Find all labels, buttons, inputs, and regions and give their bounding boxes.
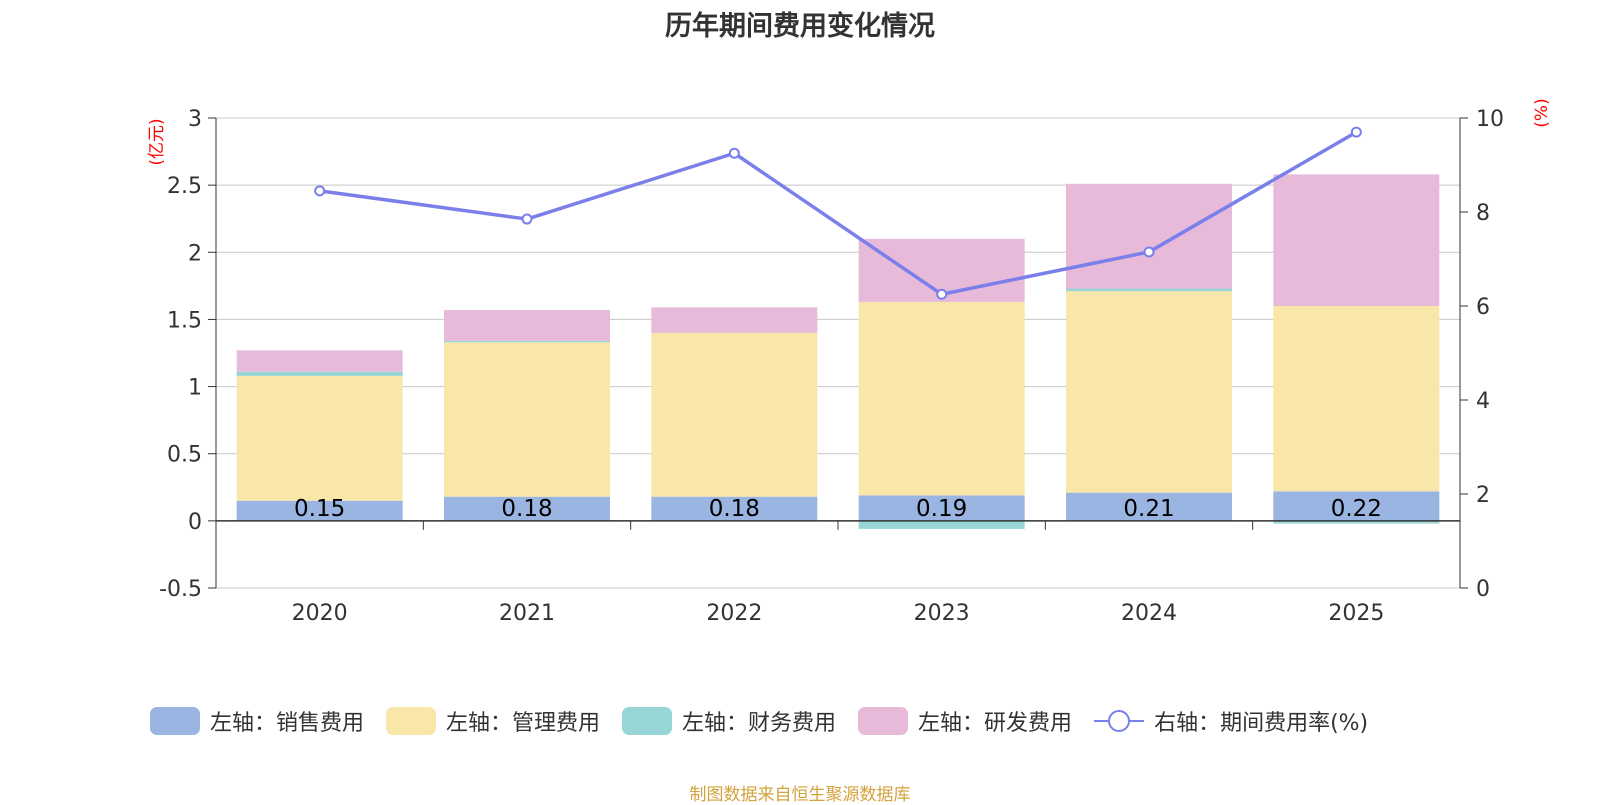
legend-swatch-admin xyxy=(386,707,437,735)
bar-segment-1-2022 xyxy=(651,496,818,521)
right-axis-tick-label: 6 xyxy=(1476,295,1490,320)
bar-segment-3-2024 xyxy=(1066,288,1232,292)
bar-segment-2-2023 xyxy=(858,301,1025,496)
bar-segment-3-2023 xyxy=(858,520,1025,529)
expense-rate-point xyxy=(314,185,326,197)
bar-segment-4-2020 xyxy=(236,350,403,372)
data-source-note: 制图数据来自恒生聚源数据库 xyxy=(689,785,911,805)
bar-segment-4-2022 xyxy=(651,307,818,333)
bar-segment-2-2022 xyxy=(651,332,818,497)
bar-segment-1-2024 xyxy=(1066,492,1232,521)
chart-plot: 3 2.5 2 1.5 1 0.5 0 -0.5 10 8 6 4 2 0 (亿元) (%) 0.15 2020 0… xyxy=(147,98,1552,626)
right-axis-tick-label: 0 xyxy=(1476,577,1490,602)
bar-segment-4-2021 xyxy=(444,310,610,341)
legend-swatch-rnd xyxy=(858,707,909,735)
legend-item-expense-rate[interactable]: 右轴：期间费用率(%) xyxy=(1094,705,1368,737)
legend-label-sales: 左轴：销售费用 xyxy=(210,711,365,736)
legend-line-marker-icon xyxy=(1094,707,1145,735)
bar-segment-1-2023 xyxy=(858,495,1025,521)
x-axis-tick-label: 2022 xyxy=(706,601,762,626)
legend-swatch-finance xyxy=(622,707,673,735)
expense-rate-point xyxy=(521,213,533,225)
expense-rate-point xyxy=(936,288,948,300)
bar-data-label: 0.22 xyxy=(1331,496,1382,522)
right-axis-tick-label: 2 xyxy=(1476,483,1490,508)
left-axis-tick-label: 1.5 xyxy=(167,308,202,333)
legend-label-rnd: 左轴：研发费用 xyxy=(918,711,1073,736)
bar-segment-1-2020 xyxy=(236,500,403,521)
bar-segment-3-2020 xyxy=(236,371,403,376)
bar-data-label: 0.19 xyxy=(916,496,967,522)
expense-rate-point xyxy=(1143,246,1155,258)
chart-title: 历年期间费用变化情况 xyxy=(665,11,935,42)
right-axis-tick-label: 10 xyxy=(1476,107,1504,132)
legend-item-sales[interactable]: 左轴：销售费用 xyxy=(150,705,364,737)
chart-legend: 左轴：销售费用 左轴：管理费用 左轴：财务费用 左轴：研发费用 右轴：期间费用率… xyxy=(150,705,1390,737)
legend-label-expense-rate: 右轴：期间费用率(%) xyxy=(1154,711,1369,736)
bar-segment-1-2021 xyxy=(444,496,610,521)
x-axis-tick-label: 2021 xyxy=(499,601,555,626)
left-axis-tick-label: 0.5 xyxy=(167,443,202,468)
right-axis-unit-label: (%) xyxy=(1532,98,1552,127)
right-axis-tick-label: 8 xyxy=(1476,201,1490,226)
left-axis-unit-label: (亿元) xyxy=(147,118,167,165)
legend-item-rnd[interactable]: 左轴：研发费用 xyxy=(858,705,1072,737)
expense-rate-point xyxy=(1350,126,1362,138)
expense-rate-point xyxy=(728,147,740,159)
bar-segment-3-2025 xyxy=(1273,520,1440,524)
bar-segment-2-2021 xyxy=(444,342,610,497)
left-axis-tick-label: 3 xyxy=(188,107,202,132)
bar-segment-2-2024 xyxy=(1066,291,1232,493)
bar-segment-4-2024 xyxy=(1066,183,1232,289)
bar-data-label: 0.15 xyxy=(294,496,345,522)
bar-segment-4-2025 xyxy=(1273,174,1440,306)
legend-item-admin[interactable]: 左轴：管理费用 xyxy=(386,705,600,737)
left-axis-tick-label: 2 xyxy=(188,241,202,266)
bar-segment-2-2025 xyxy=(1273,306,1440,492)
bar-data-label: 0.21 xyxy=(1123,496,1174,522)
legend-label-finance: 左轴：财务费用 xyxy=(682,711,837,736)
bar-data-label: 0.18 xyxy=(709,496,760,522)
bar-data-label: 0.18 xyxy=(501,496,552,522)
bar-segment-1-2025 xyxy=(1273,491,1440,521)
x-axis-tick-label: 2023 xyxy=(914,601,970,626)
legend-swatch-sales xyxy=(150,707,200,735)
left-axis-tick-label: 2.5 xyxy=(167,174,202,199)
bar-segment-3-2021 xyxy=(444,340,610,343)
legend-item-finance[interactable]: 左轴：财务费用 xyxy=(622,705,836,737)
x-axis-tick-label: 2025 xyxy=(1328,601,1384,626)
right-axis-tick-label: 4 xyxy=(1476,389,1490,414)
left-axis-tick-label: 0 xyxy=(188,510,202,535)
bar-segment-2-2020 xyxy=(236,375,403,501)
x-axis-tick-label: 2024 xyxy=(1121,601,1177,626)
left-axis-tick-label: 1 xyxy=(188,376,202,401)
expense-rate-line xyxy=(319,130,1358,296)
left-axis-tick-label: -0.5 xyxy=(159,577,202,602)
x-axis-tick-label: 2020 xyxy=(292,601,348,626)
legend-label-admin: 左轴：管理费用 xyxy=(446,711,601,736)
